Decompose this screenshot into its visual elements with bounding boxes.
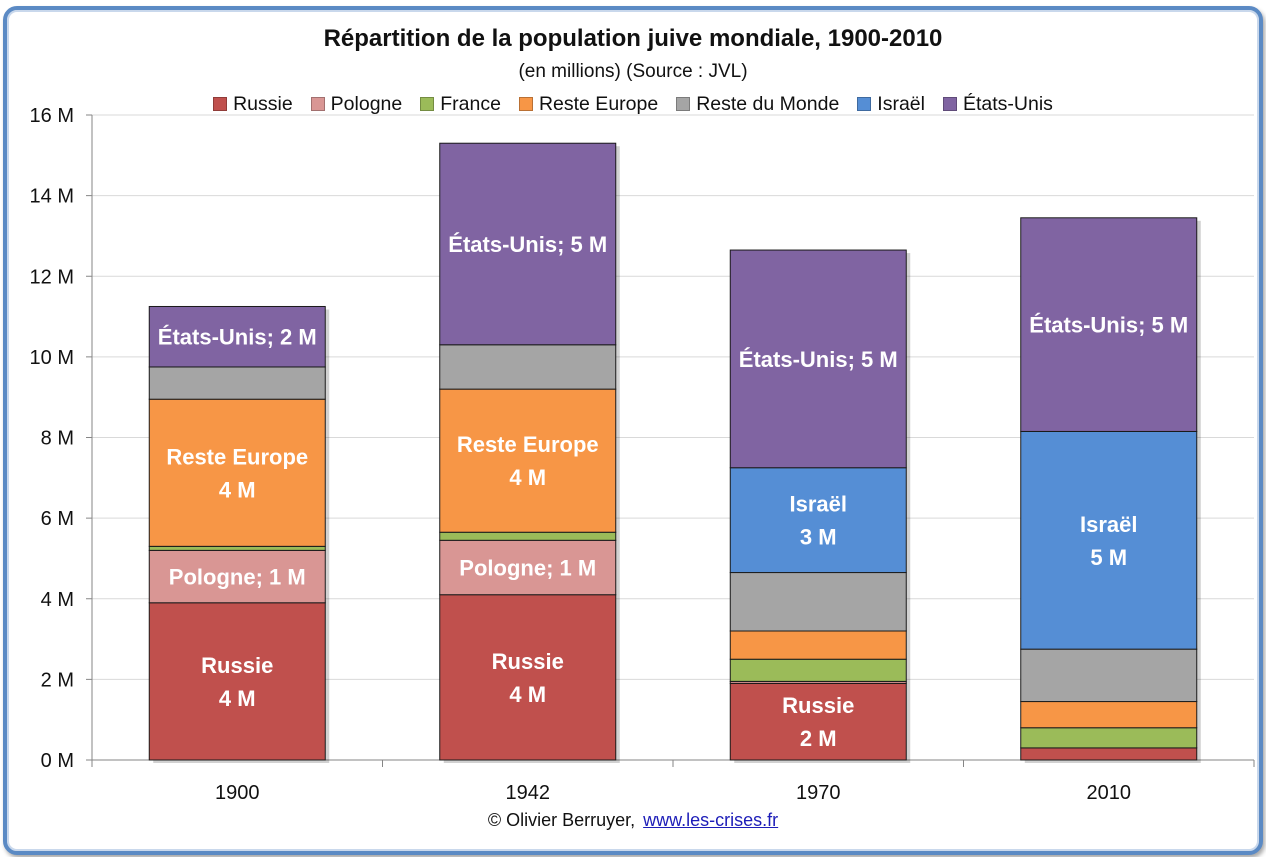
legend-swatch [676, 97, 691, 111]
legend-item: France [420, 93, 501, 116]
data-label: Reste Europe [457, 432, 599, 457]
bar-segment [1020, 648, 1198, 703]
x-tick-label: 1900 [215, 782, 260, 804]
data-label: Pologne; 1 M [169, 565, 306, 590]
legend-label: Pologne [330, 92, 403, 115]
data-label: États-Unis; 5 M [448, 232, 607, 257]
bar-segment [439, 594, 617, 761]
data-label: 4 M [509, 465, 546, 490]
bar-segment [148, 305, 326, 368]
x-tick-label: 1942 [506, 782, 551, 804]
bar-segment [729, 630, 907, 660]
data-label: Pologne; 1 M [459, 556, 596, 581]
bar-segment [439, 344, 617, 390]
bar-segment [1020, 727, 1198, 749]
data-label: États-Unis; 5 M [1029, 313, 1188, 338]
x-tick-label: 1970 [796, 782, 841, 804]
bar-segment [439, 388, 617, 533]
data-label: Israël [1080, 512, 1138, 537]
data-label: Israël [790, 492, 848, 517]
data-label: 2 M [800, 726, 837, 751]
legend-item: États-Unis [942, 92, 1053, 116]
data-label: 4 M [219, 477, 256, 502]
credit-line: © Olivier Berruyer, www.les-crises.fr [0, 810, 1266, 831]
bar-segment [439, 531, 617, 541]
data-label: États-Unis; 2 M [158, 325, 317, 350]
credit-author: © Olivier Berruyer, [487, 810, 636, 830]
bar-segment [439, 142, 617, 346]
y-tick-label: 16 M [30, 105, 74, 127]
bar-segment [148, 545, 326, 551]
legend-label: Israël [877, 92, 925, 115]
chart-subtitle: (en millions) (Source : JVL) [518, 61, 748, 82]
y-tick-label: 2 M [41, 669, 74, 691]
legend-item: Reste Europe [518, 92, 659, 116]
bar-segment [729, 658, 907, 682]
legend-label: Russie [233, 92, 293, 115]
bar-segment [1020, 747, 1198, 761]
bar-segment [148, 366, 326, 400]
chart-legend: Russie Pologne France Reste Europe Reste du … [0, 91, 1266, 117]
legend-label: États-Unis [962, 92, 1053, 115]
y-tick-label: 12 M [30, 266, 74, 288]
legend-swatch [310, 97, 325, 111]
data-label: Russie [492, 649, 564, 674]
bar-segment [148, 602, 326, 761]
bar-segment [729, 572, 907, 632]
legend-swatch [518, 97, 533, 111]
bar-segment [1020, 701, 1198, 729]
bar-segment [439, 539, 617, 596]
y-tick-label: 10 M [30, 347, 74, 369]
legend-item: Israël [857, 93, 925, 116]
legend-item: Russie [213, 93, 293, 116]
legend-item: Reste du Monde [676, 93, 839, 116]
bar-segment [1020, 430, 1198, 650]
credit-link[interactable]: www.les-crises.fr [643, 810, 779, 830]
data-label: 4 M [219, 686, 256, 711]
legend-swatch [213, 97, 228, 111]
data-label: Reste Europe [166, 444, 308, 469]
x-tick-label: 2010 [1087, 782, 1132, 804]
chart-title: Répartition de la population juive mondi… [323, 25, 943, 52]
data-label: 4 M [509, 682, 546, 707]
data-label: Russie [201, 653, 273, 678]
legend-swatch [420, 97, 435, 111]
y-tick-label: 6 M [41, 508, 74, 530]
legend-label: Reste du Monde [696, 92, 840, 115]
bar-segment [148, 398, 326, 547]
data-label: Russie [782, 693, 854, 718]
legend-label: France [440, 92, 501, 115]
legend-label: Reste Europe [538, 92, 659, 115]
legend-swatch [942, 97, 957, 111]
y-tick-label: 4 M [41, 589, 74, 611]
legend-swatch [857, 97, 872, 111]
bar-segment [1020, 217, 1198, 432]
bar-segment [729, 249, 907, 469]
data-label: 3 M [800, 525, 837, 550]
data-label: 5 M [1090, 545, 1127, 570]
y-tick-label: 8 M [41, 428, 74, 450]
y-tick-label: 14 M [30, 186, 74, 208]
y-tick-label: 0 M [41, 750, 74, 772]
data-label: États-Unis; 5 M [739, 347, 898, 372]
bar-segment [729, 467, 907, 574]
bar-segment [729, 682, 907, 761]
bar-segment [148, 549, 326, 604]
legend-item: Pologne [310, 92, 403, 116]
